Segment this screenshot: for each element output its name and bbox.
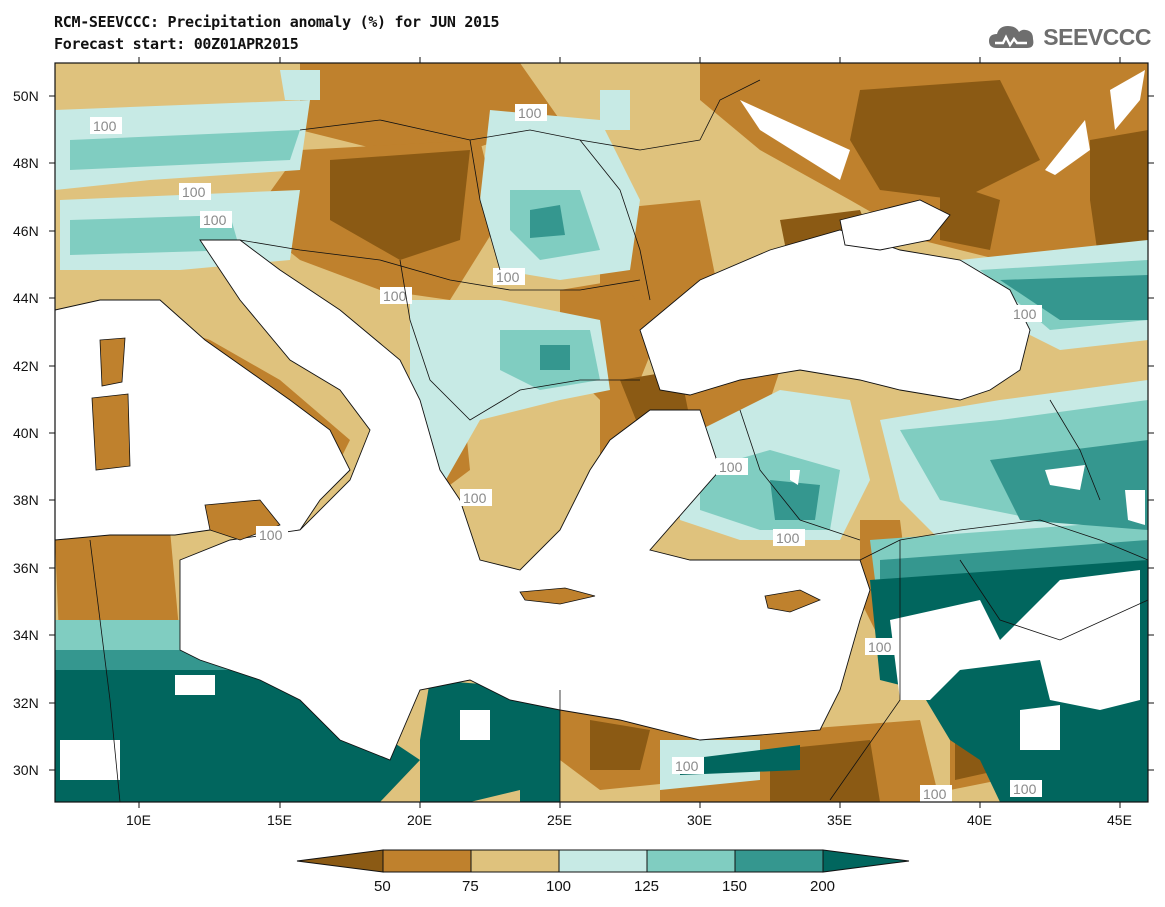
lon-tick: 30E — [687, 812, 712, 828]
contour-label-100: 100 — [1013, 781, 1037, 797]
lat-tick: 44N — [13, 290, 39, 306]
lat-tick: 36N — [13, 560, 39, 576]
lat-tick: 50N — [13, 88, 39, 104]
colorbar: 50 75 100 125 150 200 — [296, 849, 910, 895]
colorbar-segment-50-75 — [382, 849, 472, 873]
contour-label-100: 100 — [1013, 306, 1037, 322]
lon-tick: 45E — [1107, 812, 1132, 828]
contour-label-100: 100 — [518, 105, 542, 121]
contour-label-100: 100 — [719, 459, 743, 475]
map-area: 100 100 100 100 100 100 100 100 100 100 … — [55, 63, 1148, 802]
lat-tick: 38N — [13, 492, 39, 508]
contour-label-100: 100 — [496, 269, 520, 285]
colorbar-label: 125 — [634, 878, 659, 895]
colorbar-segment-150-200 — [734, 849, 824, 873]
colorbar-label: 150 — [722, 878, 747, 895]
map-title: RCM-SEEVCCC: Precipitation anomaly (%) f… — [54, 13, 500, 31]
lon-tick: 10E — [126, 812, 151, 828]
lon-tick: 15E — [267, 812, 292, 828]
contour-label-100: 100 — [203, 212, 227, 228]
contour-label-100: 100 — [259, 527, 283, 543]
contour-label-100: 100 — [868, 639, 892, 655]
lat-axis: 50N 48N 46N 44N 42N 40N 38N 36N 34N 32N … — [13, 88, 1154, 778]
lat-tick: 42N — [13, 358, 39, 374]
lon-tick: 35E — [827, 812, 852, 828]
lat-tick: 40N — [13, 425, 39, 441]
contour-labels: 100 100 100 100 100 100 100 100 100 100 … — [90, 104, 1042, 802]
colorbar-segment-below-50 — [296, 849, 384, 873]
lon-axis: 10E 15E 20E 25E 30E 35E 40E 45E — [126, 57, 1132, 828]
contour-label-100: 100 — [182, 184, 206, 200]
lon-tick: 20E — [407, 812, 432, 828]
colorbar-segment-100-125 — [558, 849, 648, 873]
cloud-icon — [989, 26, 1034, 48]
sea-mask — [55, 199, 1031, 761]
seevccc-logo: SEEVCCC — [987, 22, 1151, 52]
lat-tick: 30N — [13, 762, 39, 778]
lon-tick: 25E — [547, 812, 572, 828]
contour-label-100: 100 — [675, 758, 699, 774]
lat-tick: 34N — [13, 627, 39, 643]
contour-label-100: 100 — [923, 786, 947, 802]
no-data-patches — [60, 70, 1145, 780]
lat-tick: 32N — [13, 695, 39, 711]
contour-label-100: 100 — [383, 288, 407, 304]
contour-label-100: 100 — [776, 530, 800, 546]
country-borders — [89, 79, 1148, 802]
colorbar-segment-75-100 — [470, 849, 560, 873]
forecast-start-label: Forecast start: 00Z01APR2015 — [54, 35, 299, 53]
lat-tick: 46N — [13, 223, 39, 239]
lon-tick: 40E — [967, 812, 992, 828]
colorbar-label: 100 — [546, 878, 571, 895]
colorbar-label: 75 — [462, 878, 479, 895]
colorbar-segment-125-150 — [646, 849, 736, 873]
contour-label-100: 100 — [463, 490, 487, 506]
contour-label-100: 100 — [93, 118, 117, 134]
colorbar-segment-above-200 — [822, 849, 910, 873]
colorbar-label: 50 — [374, 878, 391, 895]
logo-text: SEEVCCC — [1043, 23, 1151, 50]
lat-tick: 48N — [13, 155, 39, 171]
colorbar-label: 200 — [810, 878, 835, 895]
